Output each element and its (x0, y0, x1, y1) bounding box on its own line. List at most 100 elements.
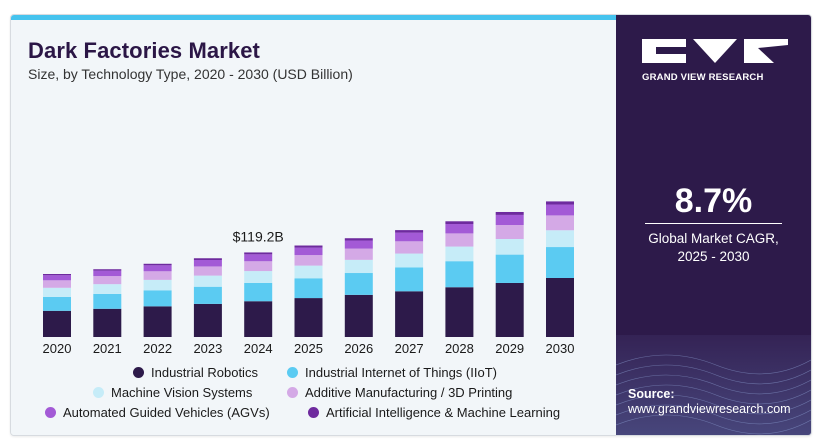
legend-swatch (287, 367, 298, 378)
summary-panel: GRAND VIEW RESEARCH 8.7% Global Market C… (616, 15, 811, 435)
legend-swatch (93, 387, 104, 398)
chart-legend: Industrial Robotics Industrial Internet … (11, 365, 616, 425)
legend-label: Machine Vision Systems (111, 385, 253, 400)
bar-segment (546, 201, 574, 205)
chart-title: Dark Factories Market (28, 38, 260, 63)
bar-segment (344, 248, 373, 260)
bar-segment (445, 221, 474, 225)
bar-segment (546, 277, 574, 337)
legend-item-iiot: Industrial Internet of Things (IIoT) (287, 365, 497, 380)
x-tick-label: 2020 (43, 341, 72, 356)
legend-label: Industrial Internet of Things (IIoT) (305, 365, 497, 380)
bar-segment (395, 291, 424, 337)
bar-segment (445, 224, 474, 234)
bar-segment (445, 233, 474, 247)
bar-segment (445, 287, 474, 337)
bar-segment (193, 275, 222, 287)
bar-segment (143, 263, 172, 266)
bar-segment (495, 225, 524, 239)
bar-segment (495, 282, 524, 337)
legend-label: Automated Guided Vehicles (AGVs) (63, 405, 270, 420)
bar-segment (244, 252, 273, 255)
bar-segment (495, 214, 524, 225)
infographic-card: Dark Factories Market Size, by Technolog… (10, 14, 812, 436)
value-annotation: $119.2B (233, 228, 284, 244)
x-tick-label: 2021 (93, 341, 122, 356)
source-url[interactable]: www.grandviewresearch.com (628, 402, 791, 416)
x-tick-label: 2030 (546, 341, 575, 356)
bar-segment (294, 247, 323, 256)
bar-segment (395, 241, 424, 254)
bar-segment (43, 280, 71, 288)
bar-segment (546, 230, 574, 248)
bar-segment (193, 286, 222, 304)
bar-segment (344, 273, 373, 295)
bar-segment (193, 303, 222, 337)
legend-swatch (45, 407, 56, 418)
x-tick-label: 2022 (143, 341, 172, 356)
x-tick-label: 2025 (294, 341, 323, 356)
bar-segment (43, 274, 71, 276)
bar-segment (93, 293, 122, 309)
legend-item-additive-manufacturing: Additive Manufacturing / 3D Printing (287, 385, 512, 400)
legend-label: Additive Manufacturing / 3D Printing (305, 385, 513, 400)
decorative-wave-pattern (616, 335, 811, 435)
bar-segment (43, 296, 71, 311)
legend-label: Industrial Robotics (151, 365, 258, 380)
bar-segment (294, 298, 323, 337)
bar-segment (395, 267, 424, 292)
bar-segment (93, 276, 122, 285)
logo-mark-icon (642, 39, 788, 63)
bar-segment (193, 258, 222, 260)
bar-segment (294, 245, 323, 248)
bar-segment (143, 271, 172, 280)
legend-swatch (133, 367, 144, 378)
x-tick-label: 2029 (495, 341, 524, 356)
source-label: Source: (628, 387, 675, 401)
bar-segment (244, 282, 273, 302)
bar-segment (546, 204, 574, 216)
legend-label: Artificial Intelligence & Machine Learni… (326, 405, 561, 420)
x-tick-label: 2024 (244, 341, 273, 356)
cagr-label: Global Market CAGR, 2025 - 2030 (616, 230, 811, 266)
bar-segment (193, 266, 222, 276)
x-tick-label: 2027 (395, 341, 424, 356)
chart-panel: Dark Factories Market Size, by Technolog… (11, 15, 616, 435)
grand-view-research-logo: GRAND VIEW RESEARCH (642, 39, 792, 89)
bar-segment (143, 290, 172, 307)
bar-segment (143, 279, 172, 291)
bar-segment (344, 294, 373, 337)
bar-segment (344, 240, 373, 249)
bar-segment (244, 301, 273, 337)
bar-segment (445, 261, 474, 288)
logo-text: GRAND VIEW RESEARCH (642, 72, 764, 83)
bar-segment (294, 278, 323, 299)
bar-segment (495, 211, 524, 215)
cagr-divider (645, 223, 782, 224)
chart-subtitle: Size, by Technology Type, 2020 - 2030 (U… (28, 66, 353, 82)
bar-segment (244, 261, 273, 272)
bar-segment (546, 215, 574, 231)
bar-segment (43, 287, 71, 297)
bar-segment (93, 308, 122, 337)
legend-item-ai-ml: Artificial Intelligence & Machine Learni… (308, 405, 560, 420)
bar-segment (244, 254, 273, 262)
bar-segment (93, 269, 122, 271)
legend-item-machine-vision: Machine Vision Systems (93, 385, 252, 400)
cagr-label-line1: Global Market CAGR, (648, 231, 779, 246)
bar-segment (143, 306, 172, 337)
bar-segment (344, 238, 373, 241)
bar-segment (495, 239, 524, 255)
bar-segment (495, 254, 524, 283)
bar-segment (395, 230, 424, 233)
bar-segment (143, 265, 172, 272)
bar-segment (294, 255, 323, 266)
accent-bar (11, 15, 616, 20)
legend-item-industrial-robotics: Industrial Robotics (133, 365, 258, 380)
bar-segment (43, 310, 71, 337)
bar-segment (546, 247, 574, 278)
bar-segment (445, 246, 474, 262)
stacked-bar-chart: 2020 2021 2022 2023 2024 $119.2B 2025 2026 2027 2… (43, 201, 575, 356)
bar-segment (395, 253, 424, 268)
legend-item-agvs: Automated Guided Vehicles (AGVs) (45, 405, 270, 420)
